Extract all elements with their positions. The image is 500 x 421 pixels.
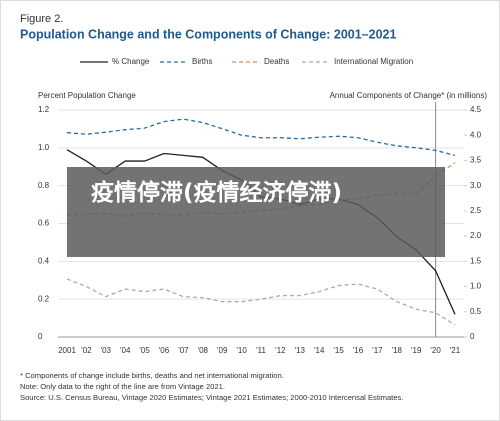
y-tick-label: 0.4: [38, 256, 50, 265]
x-tick-label: '04: [120, 346, 131, 355]
series-line: [66, 278, 456, 326]
y2-tick-label: 4.5: [470, 105, 482, 114]
y-axis-label: Percent Population Change: [38, 91, 136, 100]
x-tick-label: '14: [314, 346, 325, 355]
y-tick-label: 1.0: [38, 143, 50, 152]
x-tick-label: '13: [295, 346, 306, 355]
x-tick-label: '20: [430, 346, 441, 355]
x-tick-label: '16: [353, 346, 364, 355]
legend-label: Births: [192, 57, 212, 66]
y2-tick-label: 2.0: [470, 231, 482, 240]
y-tick-label: 0.6: [38, 219, 50, 228]
legend-label: International Migration: [334, 57, 413, 66]
y-tick-label: 0.8: [38, 181, 50, 190]
x-tick-label: '21: [450, 346, 461, 355]
y2-tick-label: 3.0: [470, 181, 482, 190]
x-tick-label: '08: [198, 346, 209, 355]
x-tick-label: '18: [392, 346, 403, 355]
note: * Components of change include births, d…: [20, 371, 284, 380]
x-tick-label: '17: [372, 346, 383, 355]
x-tick-label: '10: [236, 346, 247, 355]
x-tick-label: '05: [139, 346, 150, 355]
legend-label: Deaths: [264, 57, 289, 66]
y2-tick-label: 0: [470, 332, 475, 341]
y2-axis-label: Annual Components of Change* (in million…: [330, 91, 488, 100]
y2-tick-label: 2.5: [470, 206, 482, 215]
x-tick-label: '06: [159, 346, 170, 355]
x-tick-label: '09: [217, 346, 228, 355]
x-tick-label: '03: [101, 346, 112, 355]
y-tick-label: 0.2: [38, 294, 50, 303]
x-tick-label: '15: [333, 346, 344, 355]
y-tick-label: 1.2: [38, 105, 50, 114]
x-tick-label: '07: [178, 346, 189, 355]
x-tick-label: '12: [275, 346, 286, 355]
x-tick-label: 2001: [58, 346, 76, 355]
y2-tick-label: 3.5: [470, 156, 482, 165]
note: Note: Only data to the right of the line…: [20, 382, 225, 391]
figure-label: Figure 2.: [20, 13, 63, 25]
overlay-banner: 疫情停滞(疫情经济停滞): [67, 167, 445, 257]
y2-tick-label: 1.5: [470, 256, 482, 265]
y-tick-label: 0: [38, 332, 43, 341]
note: Source: U.S. Census Bureau, Vintage 2020…: [20, 393, 403, 402]
x-tick-label: '11: [256, 346, 266, 355]
legend-label: % Change: [112, 57, 150, 66]
series-line: [66, 118, 456, 157]
y2-tick-label: 0.5: [470, 307, 482, 316]
x-tick-label: '02: [81, 346, 92, 355]
x-tick-label: '19: [411, 346, 422, 355]
y2-tick-label: 1.0: [470, 282, 482, 291]
y2-tick-label: 4.0: [470, 130, 482, 139]
chart-title: Population Change and the Components of …: [20, 27, 396, 41]
